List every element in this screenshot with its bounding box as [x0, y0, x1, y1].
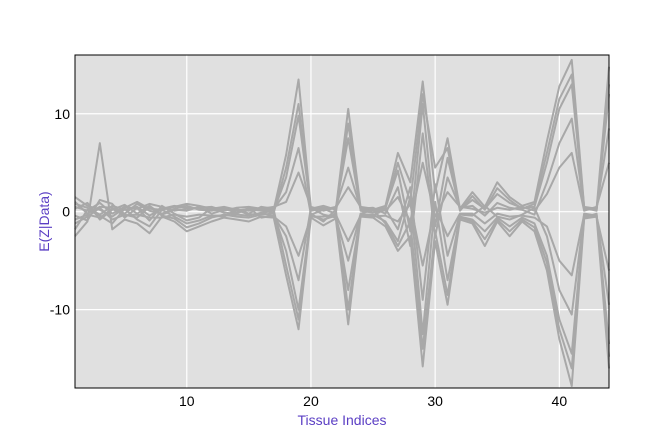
y-tick-label: 10 — [54, 106, 70, 122]
y-axis-label: E(Z|Data) — [36, 191, 52, 251]
series-lines — [74, 58, 610, 388]
x-axis-label: Tissue Indices — [298, 412, 387, 428]
x-tick-label: 40 — [552, 393, 568, 409]
x-tick-label: 30 — [427, 393, 443, 409]
x-tick-label: 20 — [303, 393, 319, 409]
series-line-9 — [74, 151, 610, 223]
y-tick-label: 0 — [62, 204, 70, 220]
series-line-10 — [74, 202, 610, 277]
plot-frame — [74, 54, 610, 389]
y-tick-label: -10 — [50, 302, 70, 318]
tick-labels: 10 20 30 40 10 0 -10 — [50, 106, 568, 409]
series-line-8 — [74, 207, 610, 370]
x-tick-label: 10 — [179, 393, 195, 409]
